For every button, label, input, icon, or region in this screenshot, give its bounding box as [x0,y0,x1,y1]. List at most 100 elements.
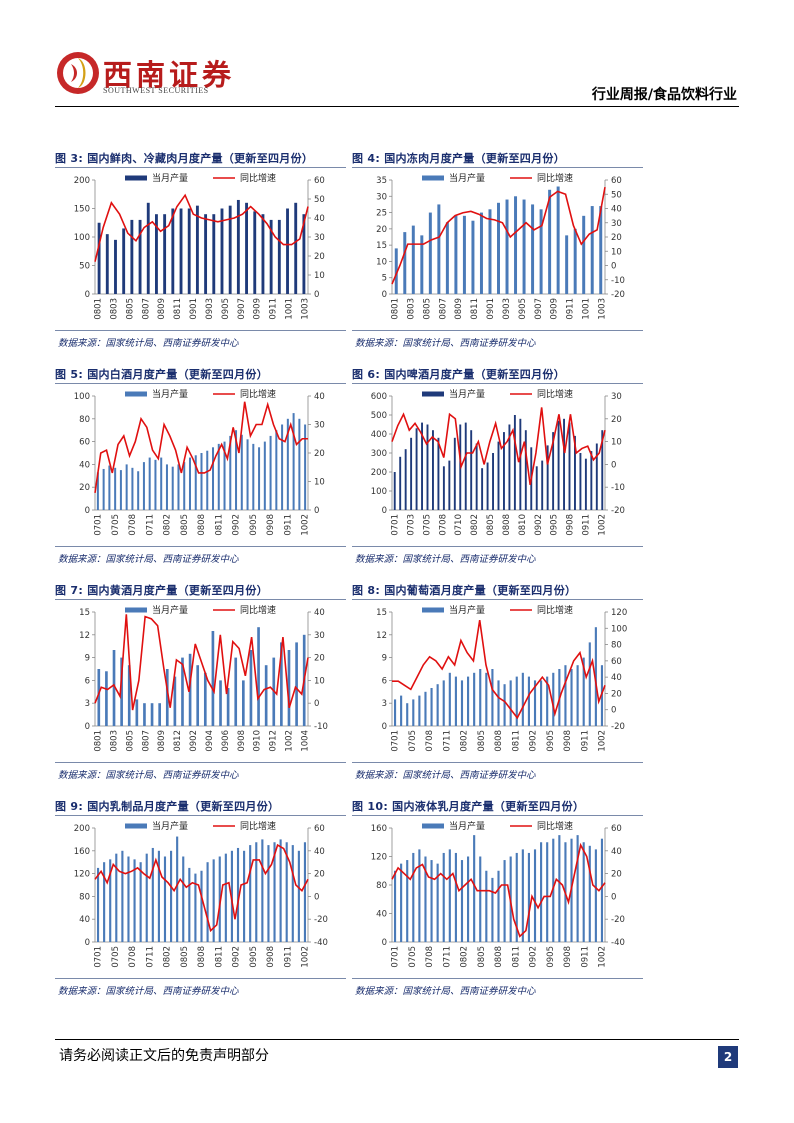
bar-mark [497,680,500,726]
x-tick-label: 0805 [125,298,135,320]
y2-tick-label: 20 [611,415,622,425]
bar-mark [404,449,407,510]
x-tick-label: 0805 [180,946,190,968]
bar-mark [497,870,500,942]
bar-mark [411,225,415,294]
bar-mark [588,642,591,726]
bar-mark [421,422,423,510]
bar-mark [430,860,433,942]
x-tick-label: 0805 [125,730,135,752]
chart-area: 0 3 6 9 12 15 -20 0 20 40 60 80 100 120 0701 0705 0708 07… [352,599,643,763]
bar-mark [497,441,500,510]
bar-mark [448,849,451,943]
legend-line-label: 同比增速 [537,820,573,832]
bar-mark [204,214,208,294]
bar-mark [432,430,434,510]
bar-mark [194,455,197,510]
bar-mark [491,877,494,943]
y2-tick-label: 30 [611,219,622,229]
bar-mark [594,849,597,943]
growth-line [94,843,309,933]
chart-area: 0 40 80 120 160 200 -40 -20 0 20 40 60 0701 0705 0708 0… [55,815,346,979]
chart-svg-fig4: 0 5 10 15 20 25 30 35 -20 -10 0 10 20 30 40 50 60 0801 080… [376,172,625,320]
x-tick-label: 0705 [422,514,432,536]
bar-mark [102,468,105,510]
x-tick-label: 0905 [546,730,556,752]
footer-disclaimer: 请务必阅读正文后的免责声明部分 [59,1048,269,1064]
bar-mark [515,676,518,726]
bar-mark [195,205,199,294]
chart-source: 数据来源：国家统计局、西南证券研发中心 [355,554,536,565]
x-tick-label: 0911 [580,730,590,752]
bar-mark [406,860,409,942]
x-tick-label: 0711 [442,946,452,968]
x-tick-label: 0802 [163,514,173,536]
bar-mark [158,703,161,726]
y-tick-label: 12 [376,631,387,641]
y-tick-label: 100 [74,233,90,243]
bar-mark [424,856,427,942]
bar-mark [188,653,192,726]
x-tick-label: 0805 [486,514,496,536]
x-tick-label: 0908 [563,730,573,752]
bar-mark [563,418,565,510]
bar-mark [279,839,282,942]
bar-mark [412,699,415,726]
chart-source: 数据来源：国家统计局、西南证券研发中心 [355,770,536,781]
bar-mark [448,672,451,726]
bar-mark [105,671,108,726]
y2-tick-label: 40 [314,847,325,857]
bar-mark [515,852,518,942]
bar-mark [599,206,603,294]
bar-mark [194,873,197,942]
x-tick-label: 0911 [283,514,293,536]
bar-mark [212,214,216,294]
bar-mark [445,222,449,294]
bar-mark [601,430,604,510]
bar-mark [503,860,506,942]
bar-mark [252,443,255,510]
x-tick-label: 0811 [511,946,521,968]
y-tick-label: 80 [79,415,90,425]
bar-mark [485,672,488,726]
bar-mark [514,196,518,294]
x-tick-label: 0910 [253,730,263,752]
bar-mark [582,842,585,942]
x-tick-label: 1001 [285,298,295,320]
bar-mark [393,472,396,510]
y2-tick-label: 20 [314,870,325,880]
bar-mark [574,435,576,510]
growth-line [392,620,606,720]
y-tick-label: 80 [79,892,90,902]
legend-bar-label: 当月产量 [449,388,485,400]
legend-line-label: 同比增速 [537,172,573,184]
bar-mark [473,835,476,943]
bar-mark [163,856,167,942]
x-tick-label: 0908 [237,730,247,752]
x-tick-label: 0807 [141,298,151,320]
y2-tick-label: 20 [314,252,325,262]
x-tick-label: 0705 [408,730,418,752]
bar-mark [491,669,494,726]
y-tick-label: 200 [74,176,90,186]
x-tick-label: 0711 [145,946,155,968]
y-tick-label: 60 [79,438,90,448]
bar-mark [497,202,500,294]
bar-mark [576,665,579,726]
bar-mark [182,856,185,942]
bar-mark [426,424,429,510]
x-tick-label: 0705 [111,946,121,968]
y-tick-label: 50 [79,262,90,272]
y-tick-label: 400 [371,430,387,440]
bar-mark [424,691,427,726]
footer-divider [55,1039,739,1040]
bar-mark [570,669,573,726]
bar-mark [220,208,224,294]
chart-svg-fig7: 0 3 6 9 12 15 -10 0 10 20 30 40 0801 0803 0805 0807 0809… [79,604,328,752]
bar-mark [171,208,175,294]
x-tick-label: 0902 [232,946,242,968]
bar-mark [406,703,409,726]
bar-mark [573,228,577,294]
y2-tick-label: 0 [611,706,616,716]
x-tick-label: 0811 [214,514,224,536]
